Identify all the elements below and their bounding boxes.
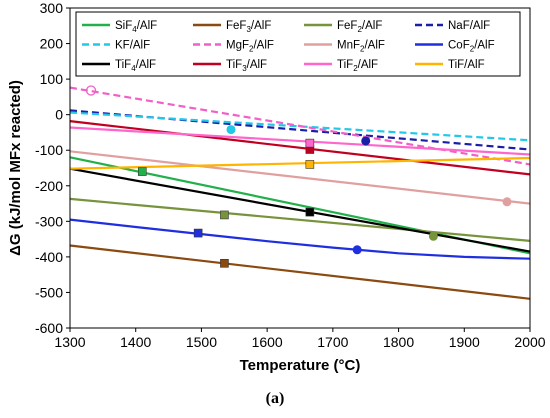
y-tick-label: 100 [40, 71, 64, 87]
legend-entry-label: MgF2/AlF [226, 40, 274, 54]
series-line [69, 244, 531, 300]
x-tick-label: 1400 [120, 334, 151, 350]
series-line [69, 120, 531, 176]
series-marker [305, 160, 315, 169]
y-tick-label: 300 [40, 0, 64, 16]
series-marker [226, 125, 236, 135]
series-marker [220, 210, 229, 220]
plot-markers [85, 85, 512, 268]
chart: 1300 1400 1500 1600 1700 1800 1900 2000 -600-50… [7, 0, 546, 374]
x-axis-label: Temperature (°C) [240, 357, 361, 374]
legend-entry-label: MnF2/AlF [337, 40, 385, 54]
y-tick-label: -600 [35, 320, 63, 336]
x-tick-label: 2000 [514, 334, 545, 350]
series-line [69, 86, 531, 166]
series-marker [85, 85, 97, 96]
y-tick-label: -300 [35, 213, 63, 229]
series-marker [352, 245, 362, 255]
x-tick-label: 1800 [383, 334, 414, 350]
legend-entry-label: CoF2/AlF [448, 40, 495, 54]
y-tick-label: -500 [35, 284, 63, 300]
series-line [69, 150, 531, 205]
series-marker [220, 258, 229, 268]
legend-entry-label: TiF4/AlF [115, 59, 156, 73]
x-tick-label: 1700 [317, 334, 348, 350]
series-marker [193, 228, 203, 238]
series-line [69, 218, 531, 260]
series-line [69, 126, 531, 156]
legend: SiF4/AlF FeF3/AlF FeF2/AlF NaF/AlF KF/AlF MgF… [75, 11, 521, 77]
x-tick-label: 1900 [449, 334, 480, 350]
legend-entry-label: TiF/AlF [448, 59, 485, 71]
y-axis-label: ΔG (kJ/mol MFx reacted) [7, 80, 24, 256]
y-tick-label: 0 [55, 107, 63, 123]
series-line [69, 156, 531, 170]
series-marker [137, 167, 147, 176]
legend-entry-label: FeF2/AlF [337, 20, 382, 34]
legend-entry-label: SiF4/AlF [115, 20, 157, 34]
figure-caption: (a) [265, 390, 285, 407]
series-line [69, 167, 531, 253]
x-tick-label: 1600 [252, 334, 283, 350]
series-marker [361, 136, 371, 146]
series-marker [502, 197, 512, 207]
legend-entry-label: TiF3/AlF [226, 59, 267, 73]
x-axis-ticks: 1300 1400 1500 1600 1700 1800 1900 2000 [54, 328, 546, 350]
y-tick-label: -100 [35, 142, 63, 158]
legend-entry-label: TiF2/AlF [337, 59, 378, 73]
y-axis-ticks: -600 -500 -400 -300 -200 -100 0 100 200 300 [35, 0, 70, 336]
legend-box [75, 11, 521, 77]
legend-entry-label: NaF/AlF [448, 20, 490, 32]
y-tick-label: 200 [40, 36, 64, 52]
x-tick-label: 1500 [186, 334, 217, 350]
plot-lines [69, 86, 531, 300]
plot-frame [69, 7, 531, 329]
y-tick-label: -400 [35, 249, 63, 265]
series-marker [305, 138, 315, 148]
series-line [69, 197, 531, 242]
legend-entry-label: FeF3/AlF [226, 20, 271, 34]
y-tick-label: -200 [35, 178, 63, 194]
series-marker [428, 231, 438, 241]
x-tick-label: 1300 [54, 334, 85, 350]
legend-entry-label: KF/AlF [115, 40, 150, 52]
series-marker [305, 207, 315, 217]
